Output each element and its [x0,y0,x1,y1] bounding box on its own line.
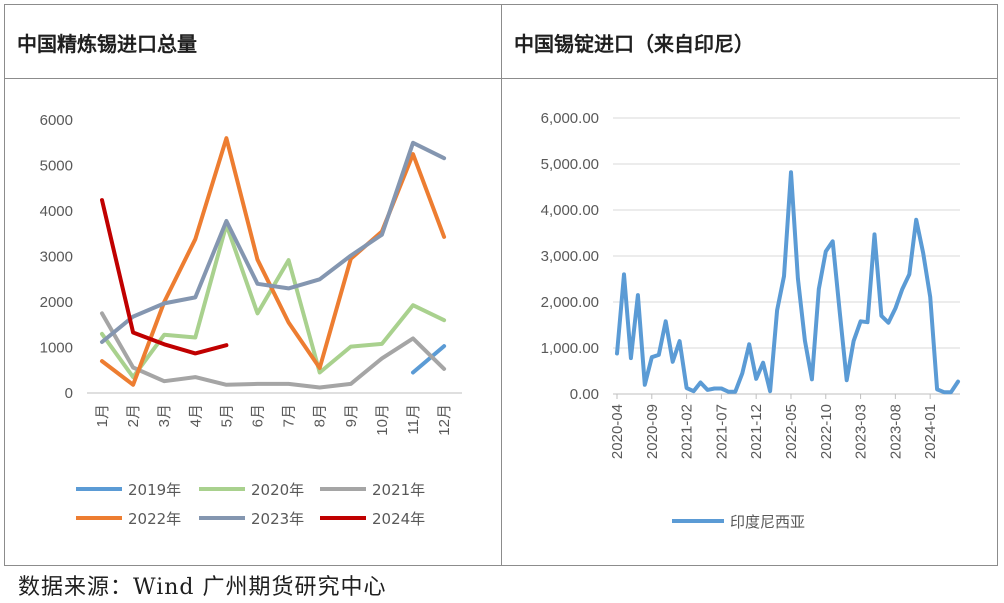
right-y-tick-label: 6,000.00 [541,110,599,127]
right-x-tick-label: 2020-04 [609,404,626,459]
right-legend-label: 印度尼西亚 [730,513,805,531]
left-x-tick-label: 5月 [218,404,235,427]
left-series-line [100,222,447,380]
left-y-tick-label: 1000 [40,340,73,357]
left-series-line [100,311,447,390]
left-x-tick-label: 2月 [125,404,142,427]
right-x-tick-label: 2023-03 [853,404,870,459]
left-x-tick-label: 11月 [405,404,422,435]
right-series-line [615,170,960,395]
left-x-tick-label: 4月 [187,404,204,427]
right-chart: 0.00 1,000.00 2,000.00 3,000.00 4,000.00 5,00… [541,110,960,531]
right-x-tick-label: 2021-07 [713,404,730,459]
right-x-tick-label: 2020-09 [644,404,661,459]
left-legend-label: 2019年 [128,481,181,499]
left-legend-label: 2022年 [128,510,181,528]
left-y-tick-label: 4000 [40,203,73,220]
left-x-tick-label: 6月 [250,404,267,427]
right-y-tick-label: 2,000.00 [541,294,599,311]
left-series-line [411,344,447,375]
left-chart: 0 1000 2000 3000 4000 5000 6000 1月 2月 3月 4月 5月 6月 7月 8… [40,112,462,528]
right-y-tick-label: 3,000.00 [541,248,599,265]
left-series-line [100,198,229,356]
left-y-tick-label: 6000 [40,112,73,129]
left-y-tick-label: 3000 [40,249,73,266]
right-x-tick-label: 2023-08 [887,404,904,459]
left-x-tick-label: 7月 [281,404,298,427]
right-y-tick-label: 5,000.00 [541,156,599,173]
panel-divider-horizontal [4,78,998,79]
right-y-tick-label: 4,000.00 [541,202,599,219]
panel-divider-vertical [501,4,502,566]
left-x-tick-label: 1月 [94,404,111,427]
right-x-tick-label: 2024-01 [922,404,939,459]
right-x-tick-label: 2022-05 [783,404,800,459]
left-x-tick-label: 12月 [436,404,453,436]
left-chart-title: 中国精炼锡进口总量 [17,32,197,56]
left-y-tick-label: 0 [65,385,73,402]
left-legend-label: 2023年 [251,510,304,528]
left-x-tick-label: 10月 [374,404,391,436]
right-x-tick-label: 2022-10 [818,404,835,459]
right-y-tick-label: 0.00 [570,386,599,403]
left-x-tick-label: 9月 [343,404,360,427]
left-legend-label: 2021年 [372,481,425,499]
left-series-line [100,140,447,344]
left-x-tick-label: 8月 [312,404,329,427]
right-x-tick-label: 2021-02 [679,404,696,459]
source-note: 数据来源：Wind 广州期货研究中心 [18,575,387,600]
right-x-tick-label: 2021-12 [748,404,765,459]
left-legend-label: 2020年 [251,481,304,499]
right-y-tick-label: 1,000.00 [541,340,599,357]
left-x-tick-label: 3月 [156,404,173,427]
right-chart-title: 中国锡锭进口（来自印尼） [514,32,754,56]
left-y-tick-label: 5000 [40,158,73,175]
left-legend-label: 2024年 [372,510,425,528]
left-y-tick-label: 2000 [40,294,73,311]
